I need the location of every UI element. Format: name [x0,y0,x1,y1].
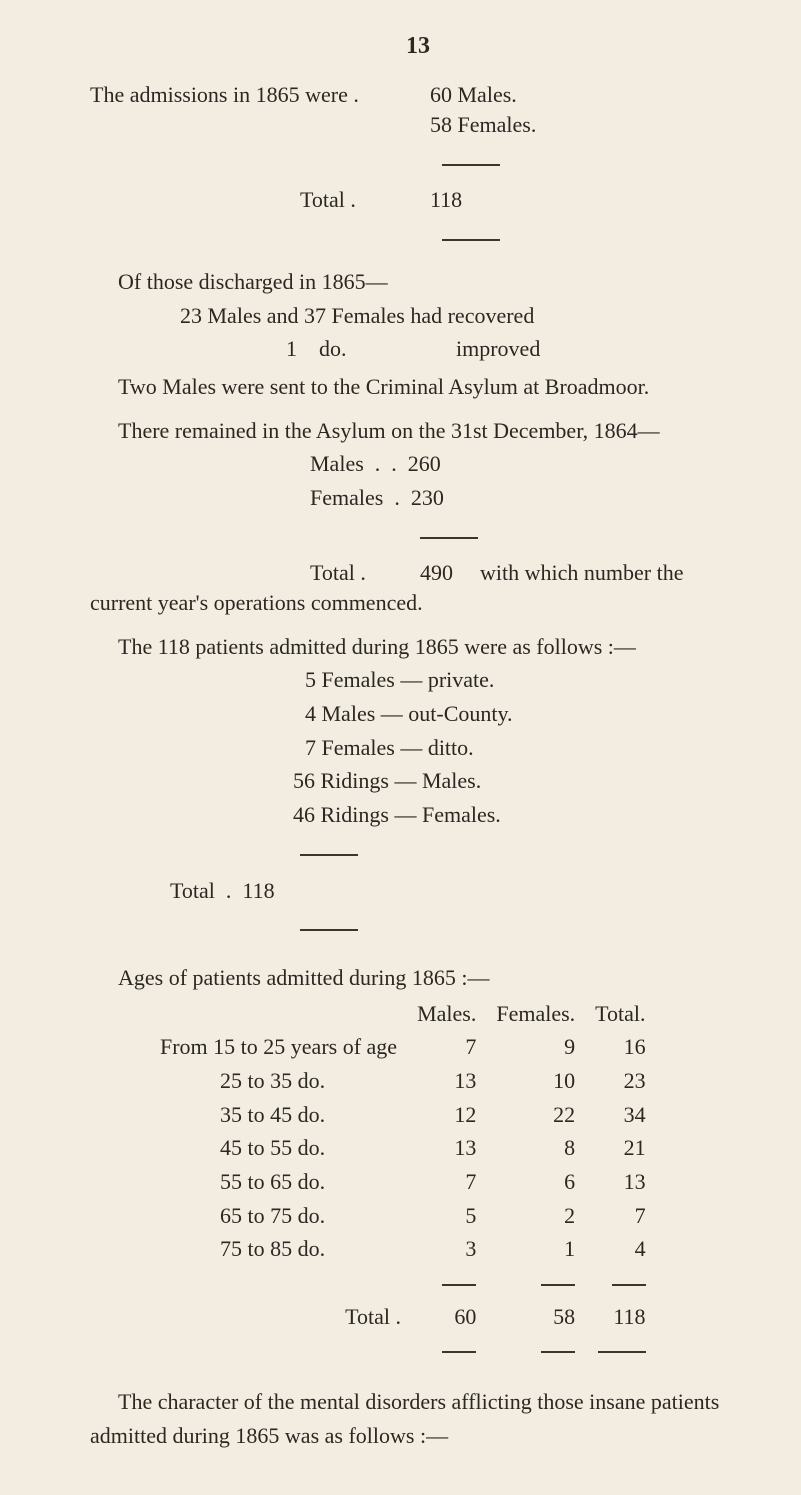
remained-total-tail: with which number the [480,558,683,588]
admissions-total-label: Total . [300,185,430,215]
table-cell: 13 [585,1165,655,1199]
table-cell: 35 to 45 do. [150,1098,407,1132]
rule-icon [541,1284,575,1286]
rule-icon [598,1351,646,1353]
table-cell: 60 [407,1300,486,1334]
table-row: From 15 to 25 years of age 7 9 16 [150,1030,656,1064]
rule-icon [442,164,500,166]
rule-icon [541,1351,575,1353]
table-row: 55 to 65 do. 7 6 13 [150,1165,656,1199]
table-cell: 1 [486,1232,585,1266]
admissions-block: The admissions in 1865 were . 60 Males. … [90,80,746,252]
table-row-rules [150,1266,656,1300]
current-year-line: current year's operations commenced. [90,588,746,618]
ages-heading: Ages of patients admitted during 1865 :— [90,963,746,993]
table-cell: 23 [585,1064,655,1098]
table-cell: 22 [486,1098,585,1132]
admissions-males: 60 Males. [430,80,517,110]
table-row-rules [150,1333,656,1367]
discharged-line1: 23 Males and 37 Females had recovered [180,301,746,331]
table-cell: 9 [486,1030,585,1064]
table-cell: 7 [407,1030,486,1064]
table-cell: 8 [486,1131,585,1165]
admissions-total-value: 118 [430,185,462,215]
table-cell: Total . [150,1300,407,1334]
table-cell: 45 to 55 do. [150,1131,407,1165]
table-row: 75 to 85 do. 3 1 4 [150,1232,656,1266]
remained-total-label: Total . [310,558,420,588]
table-cell: Males. [407,997,486,1031]
closing-line-1: The character of the mental disorders af… [90,1387,746,1417]
table-cell: 16 [585,1030,655,1064]
remained-heading: There remained in the Asylum on the 31st… [90,416,746,446]
table-cell: 75 to 85 do. [150,1232,407,1266]
table-row: 65 to 75 do. 5 2 7 [150,1199,656,1233]
patients-heading: The 118 patients admitted during 1865 we… [90,632,746,662]
remained-males: Males . . 260 [310,449,746,479]
table-cell: 118 [585,1300,655,1334]
table-cell: 55 to 65 do. [150,1165,407,1199]
remained-total-value: 490 [420,558,480,588]
patients-line: 5 Females — private. [305,665,746,695]
table-cell: 25 to 35 do. [150,1064,407,1098]
table-cell: 12 [407,1098,486,1132]
patients-line: 46 Ridings — Females. [293,800,746,830]
admissions-females: 58 Females. [430,110,746,140]
table-cell: 2 [486,1199,585,1233]
rule-icon [442,1351,476,1353]
table-row-header: Males. Females. Total. [150,997,656,1031]
discharged-line2a: 1 do. [286,334,456,364]
patients-line: 56 Ridings — Males. [293,766,746,796]
rule-icon [300,854,358,856]
table-cell: 21 [585,1131,655,1165]
table-cell: 7 [585,1199,655,1233]
ages-table: Males. Females. Total. From 15 to 25 yea… [150,997,656,1368]
table-row: 35 to 45 do. 12 22 34 [150,1098,656,1132]
rule-icon [300,929,358,931]
rule-icon [442,239,500,241]
page: 13 The admissions in 1865 were . 60 Male… [0,0,801,1495]
patients-line: 7 Females — ditto. [305,733,746,763]
table-row: 45 to 55 do. 13 8 21 [150,1131,656,1165]
table-cell: 58 [486,1300,585,1334]
discharged-line2b: improved [456,334,540,364]
page-number: 13 [90,30,746,62]
patients-total: Total . 118 [170,876,746,906]
table-cell: Females. [486,997,585,1031]
table-cell: 4 [585,1232,655,1266]
closing-line-2: admitted during 1865 was as follows :— [90,1421,746,1451]
table-cell: 13 [407,1131,486,1165]
admissions-intro: The admissions in 1865 were . [90,80,430,110]
remained-females: Females . 230 [310,483,746,513]
table-row: 25 to 35 do. 13 10 23 [150,1064,656,1098]
table-cell: 5 [407,1199,486,1233]
patients-line: 4 Males — out-County. [305,699,746,729]
table-cell: 65 to 75 do. [150,1199,407,1233]
rule-icon [420,537,478,539]
table-cell: From 15 to 25 years of age [150,1030,407,1064]
discharged-heading: Of those discharged in 1865— [90,267,746,297]
table-cell: 10 [486,1064,585,1098]
table-cell: 6 [486,1165,585,1199]
rule-icon [612,1284,646,1286]
table-row-total: Total . 60 58 118 [150,1300,656,1334]
table-cell: 7 [407,1165,486,1199]
table-cell: Total. [585,997,655,1031]
table-cell: 13 [407,1064,486,1098]
rule-icon [442,1284,476,1286]
table-cell [150,997,407,1031]
table-cell: 34 [585,1098,655,1132]
broadmoor-line: Two Males were sent to the Criminal Asyl… [90,372,746,402]
table-cell: 3 [407,1232,486,1266]
